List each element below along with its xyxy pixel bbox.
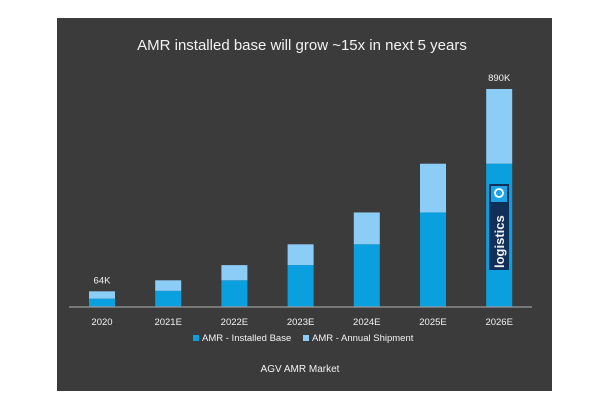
bar-2020-installed-base: [89, 298, 115, 307]
bar-2024E-annual-shipment: [353, 212, 380, 245]
data-labels: 64K 890K: [94, 73, 511, 286]
chart-title: AMR installed base will grow ~15x in nex…: [137, 37, 467, 54]
bar-2022E-installed-base: [221, 280, 248, 307]
legend-swatch: [193, 335, 199, 341]
bar-2024E-installed-base: [353, 244, 380, 307]
legend-label: AMR - Annual Shipment: [312, 333, 414, 344]
legend-swatch: [303, 335, 309, 341]
gear-icon-ring: [494, 188, 504, 198]
chart-background: [57, 18, 552, 391]
logistics-watermark: logistics: [489, 184, 509, 270]
watermark-text: logistics: [492, 215, 507, 268]
x-tick-label: 2022E: [221, 317, 248, 328]
x-tick-label: 2024E: [353, 317, 380, 328]
bar-2025E-annual-shipment: [420, 163, 446, 213]
bar-2023E-installed-base: [287, 265, 314, 307]
x-axis-label: AGV AMR Market: [261, 364, 340, 375]
bar-2025E-installed-base: [420, 212, 446, 307]
x-tick-label: 2023E: [287, 317, 314, 328]
x-tick-label: 2021E: [154, 317, 181, 328]
bar-2021E-annual-shipment: [155, 280, 182, 291]
legend: AMR - Installed Base AMR - Annual Shipmen…: [193, 333, 414, 344]
bars: [89, 89, 513, 307]
watermark-background: [489, 184, 509, 270]
bar-2022E-annual-shipment: [221, 265, 248, 281]
legend-label: AMR - Installed Base: [202, 333, 291, 344]
x-tick-label: 2020: [91, 317, 112, 328]
x-tick-label: 2026E: [485, 317, 512, 328]
bar-2026E-annual-shipment: [486, 89, 513, 164]
gear-icon: [491, 186, 507, 202]
data-label: 890K: [488, 73, 511, 84]
bar-2021E-installed-base: [155, 290, 182, 307]
x-tick-label: 2025E: [419, 317, 446, 328]
x-tick-labels: 2020 2021E 2022E 2023E 2024E 2025E 2026E: [91, 317, 513, 328]
bar-2020-annual-shipment: [89, 291, 115, 299]
bar-2023E-annual-shipment: [287, 244, 314, 266]
data-label: 64K: [94, 275, 112, 286]
